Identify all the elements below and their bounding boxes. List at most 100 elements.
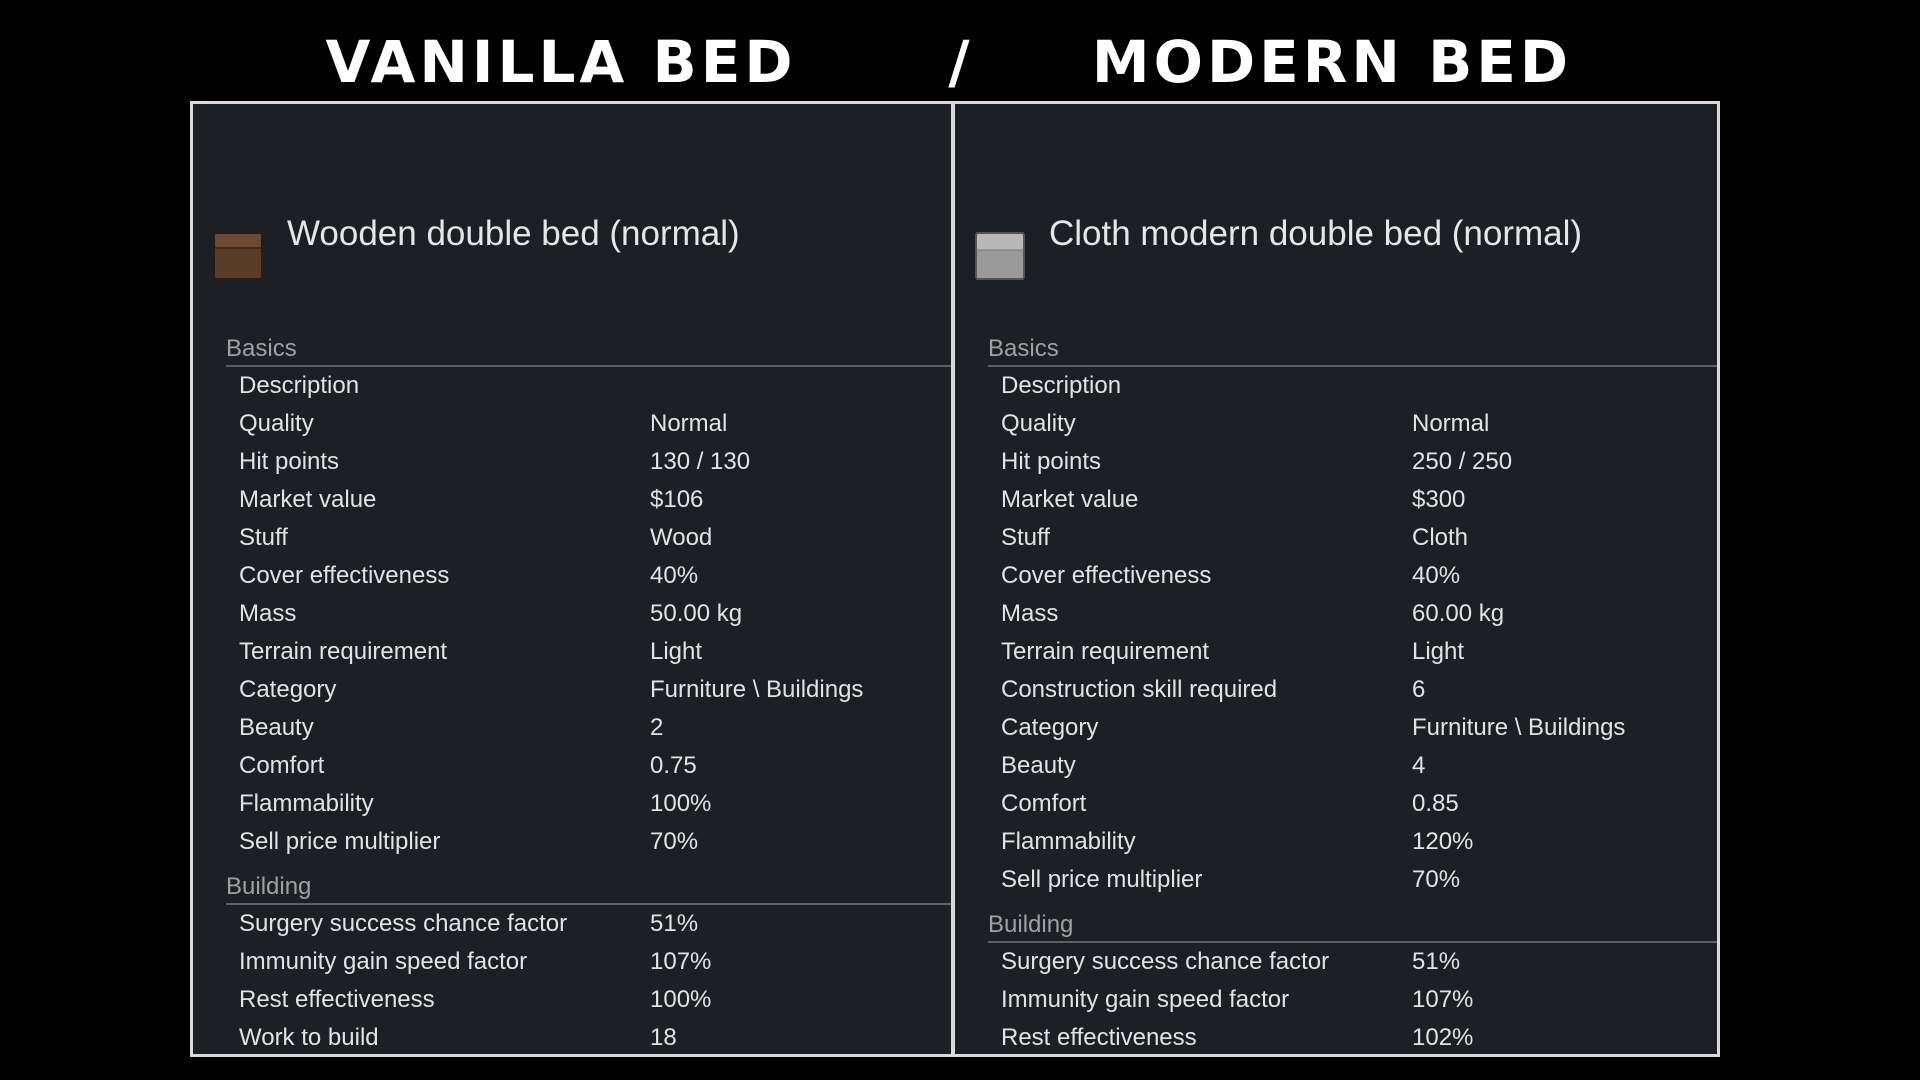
stat-row: Flammability 100%: [193, 785, 951, 823]
panel: Cloth modern double bed (normal) Basics D…: [955, 104, 1717, 1054]
stat-value: Light: [650, 638, 703, 665]
stat-value: 40%: [650, 562, 699, 589]
stat-value: 250 / 250: [1412, 448, 1513, 475]
header-separator: /: [948, 28, 974, 96]
item-icon: [213, 232, 263, 280]
stat-value: $300: [1412, 486, 1466, 513]
stat-label: Immunity gain speed factor: [1001, 986, 1290, 1013]
stat-row: Market value $106: [193, 481, 951, 519]
stat-row: Sell price multiplier 70%: [955, 861, 1717, 899]
stat-value: 18: [650, 1024, 677, 1051]
stat-row: Quality Normal: [193, 405, 951, 443]
stat-row: Hit points 250 / 250: [955, 443, 1717, 481]
stat-label: Flammability: [239, 790, 374, 817]
panel-title: Wooden double bed (normal): [287, 214, 740, 253]
stat-row: Rest effectiveness 102%: [955, 1019, 1717, 1054]
stat-value: Furniture \ Buildings: [1412, 714, 1626, 741]
stat-row: Surgery success chance factor 51%: [955, 943, 1717, 981]
stat-row: Category Furniture \ Buildings: [955, 709, 1717, 747]
stat-row: Description: [193, 367, 951, 405]
stat-value: Cloth: [1412, 524, 1469, 551]
stat-label: Terrain requirement: [239, 638, 448, 665]
stat-value: 0.75: [650, 752, 697, 779]
stat-label: Quality: [239, 410, 314, 437]
stat-label: Market value: [239, 486, 377, 513]
stat-value: 130 / 130: [650, 448, 751, 475]
stat-label: Construction skill required: [1001, 676, 1278, 703]
section-header: Building: [988, 905, 1717, 943]
header-right: MODERN BED: [1091, 28, 1573, 96]
stat-row: Beauty 4: [955, 747, 1717, 785]
stat-value: 100%: [650, 986, 712, 1013]
stat-value: 70%: [650, 828, 699, 855]
stat-label: Rest effectiveness: [1001, 1024, 1197, 1051]
stat-row: Beauty 2: [193, 709, 951, 747]
stat-label: Stuff: [239, 524, 288, 551]
stat-row: Stuff Wood: [193, 519, 951, 557]
item-icon: [975, 232, 1025, 280]
stat-value: Normal: [650, 410, 728, 437]
stat-label: Surgery success chance factor: [239, 910, 568, 937]
stat-row: Mass 50.00 kg: [193, 595, 951, 633]
stat-value: $106: [650, 486, 704, 513]
stat-value: 70%: [1412, 866, 1461, 893]
section-header: Basics: [988, 329, 1717, 367]
stat-row: Stuff Cloth: [955, 519, 1717, 557]
stat-row: Terrain requirement Light: [193, 633, 951, 671]
sections: Basics Description Quality Normal Hit points…: [955, 323, 1717, 1054]
stat-label: Beauty: [239, 714, 314, 741]
stat-label: Terrain requirement: [1001, 638, 1210, 665]
stat-label: Cover effectiveness: [1001, 562, 1212, 589]
stat-label: Flammability: [1001, 828, 1136, 855]
stat-value: 51%: [650, 910, 699, 937]
stat-row: Surgery success chance factor 51%: [193, 905, 951, 943]
sections: Basics Description Quality Normal Hit points…: [193, 323, 951, 1054]
stat-value: 50.00 kg: [650, 600, 743, 627]
stat-value: 2: [650, 714, 664, 741]
stat-row: Mass 60.00 kg: [955, 595, 1717, 633]
stat-label: Category: [1001, 714, 1099, 741]
stat-value: 120%: [1412, 828, 1474, 855]
stat-row: Flammability 120%: [955, 823, 1717, 861]
stat-row: Immunity gain speed factor 107%: [955, 981, 1717, 1019]
stat-label: Comfort: [1001, 790, 1087, 817]
stat-row: Rest effectiveness 100%: [193, 981, 951, 1019]
stat-label: Description: [239, 372, 360, 399]
stat-row: Cover effectiveness 40%: [193, 557, 951, 595]
stat-label: Hit points: [239, 448, 340, 475]
stat-label: Immunity gain speed factor: [239, 948, 528, 975]
stat-value: 0.85: [1412, 790, 1459, 817]
stat-row: Market value $300: [955, 481, 1717, 519]
comparison-frame: Wooden double bed (normal) Basics Descrip…: [190, 101, 1720, 1057]
stat-row: Immunity gain speed factor 107%: [193, 943, 951, 981]
stat-value: 60.00 kg: [1412, 600, 1505, 627]
stat-label: Hit points: [1001, 448, 1102, 475]
stat-label: Sell price multiplier: [239, 828, 441, 855]
stat-label: Work to build: [239, 1024, 379, 1051]
stat-value: 4: [1412, 752, 1426, 779]
stat-value: 51%: [1412, 948, 1461, 975]
stat-row: Comfort 0.85: [955, 785, 1717, 823]
stat-row: Terrain requirement Light: [955, 633, 1717, 671]
stat-label: Comfort: [239, 752, 325, 779]
stat-value: 40%: [1412, 562, 1461, 589]
stat-row: Hit points 130 / 130: [193, 443, 951, 481]
stat-value: Furniture \ Buildings: [650, 676, 864, 703]
stat-value: Wood: [650, 524, 713, 551]
header-left: VANILLA BED: [325, 28, 797, 96]
stat-label: Cover effectiveness: [239, 562, 450, 589]
stat-label: Market value: [1001, 486, 1139, 513]
stat-label: Mass: [239, 600, 297, 627]
panel: Wooden double bed (normal) Basics Descrip…: [193, 104, 951, 1054]
stat-label: Category: [239, 676, 337, 703]
stat-label: Mass: [1001, 600, 1059, 627]
stat-row: Sell price multiplier 70%: [193, 823, 951, 861]
stat-value: Normal: [1412, 410, 1490, 437]
stat-value: 102%: [1412, 1024, 1474, 1051]
stat-value: 107%: [650, 948, 712, 975]
stat-label: Rest effectiveness: [239, 986, 435, 1013]
stat-label: Beauty: [1001, 752, 1076, 779]
stat-label: Description: [1001, 372, 1122, 399]
stat-value: Light: [1412, 638, 1465, 665]
stat-row: Construction skill required 6: [955, 671, 1717, 709]
